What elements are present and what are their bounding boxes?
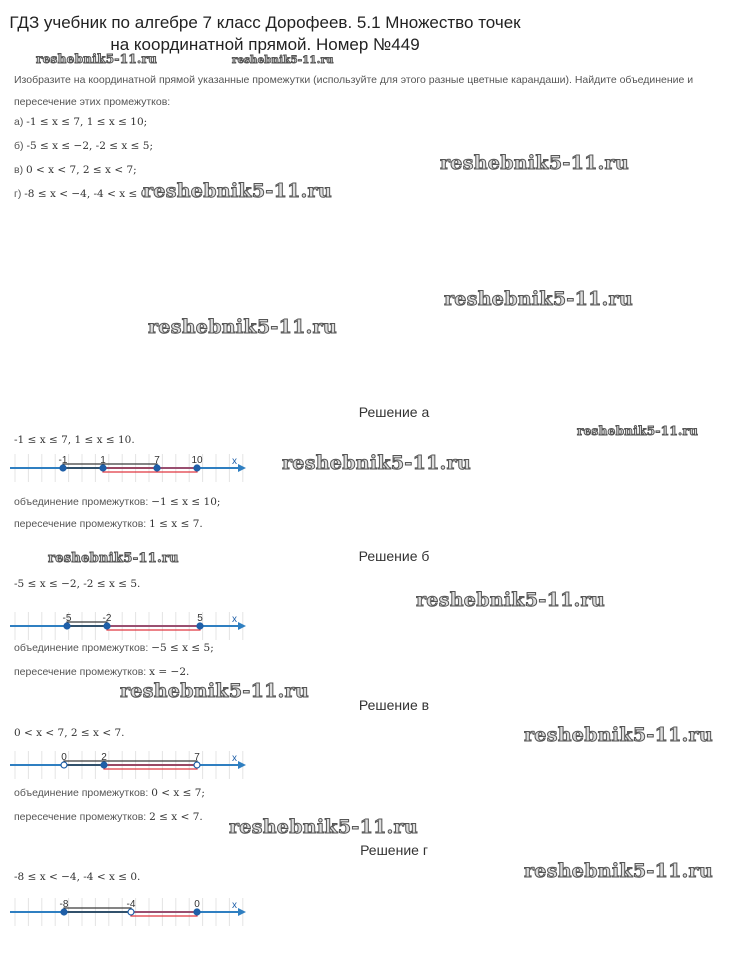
intersection-label: пересечение промежутков: — [14, 811, 147, 823]
task-item-g: г) -8 ≤ x < −4, -4 < x ≤ 0. — [14, 188, 151, 200]
closed-point — [60, 908, 68, 916]
union-value: −5 ≤ x ≤ 5; — [151, 642, 214, 654]
axis-arrow — [238, 464, 246, 472]
watermark: reshebnik5-11.ru — [35, 52, 158, 67]
tick-label: 0 — [61, 752, 67, 763]
closed-point — [99, 464, 107, 472]
solution-b-given: -5 ≤ x ≤ −2, -2 ≤ x ≤ 5. — [14, 578, 141, 590]
number-line-a: x -1 1 7 10 — [10, 454, 246, 482]
closed-point — [153, 464, 161, 472]
union-value: −1 ≤ x ≤ 10; — [151, 496, 221, 508]
tick-label: 10 — [191, 455, 203, 466]
number-line-g: x -8 -4 0 — [10, 898, 246, 926]
solution-v-intersection: пересечение промежутков: 2 ≤ x < 7. — [14, 811, 203, 823]
solution-g-given: -8 ≤ x < −4, -4 < x ≤ 0. — [14, 871, 141, 883]
axis-label: x — [232, 614, 237, 625]
tick-label: 5 — [197, 613, 203, 624]
task-text-1: Изобразите на координатной прямой указан… — [14, 74, 694, 86]
watermark: reshebnik5-11.ru — [524, 724, 714, 747]
item-label: в) — [14, 164, 24, 176]
axis-arrow — [238, 908, 246, 916]
axis-label: x — [232, 900, 237, 911]
watermark: reshebnik5-11.ru — [440, 152, 630, 175]
tick-label: 7 — [194, 752, 200, 763]
number-line-b: x -5 -2 5 — [10, 612, 246, 640]
watermark: reshebnik5-11.ru — [524, 860, 714, 883]
intersection-value: x = −2. — [149, 666, 190, 678]
solution-a-given: -1 ≤ x ≤ 7, 1 ≤ x ≤ 10. — [14, 434, 135, 446]
axis-arrow — [238, 622, 246, 630]
item-label: г) — [14, 188, 22, 200]
solution-a-union: объединение промежутков: −1 ≤ x ≤ 10; — [14, 496, 220, 508]
solution-a-intersection: пересечение промежутков: 1 ≤ x ≤ 7. — [14, 518, 203, 530]
item-label: а) — [14, 116, 24, 128]
item-expr: -1 ≤ x ≤ 7, 1 ≤ x ≤ 10; — [26, 116, 148, 128]
solution-b-intersection: пересечение промежутков: x = −2. — [14, 666, 189, 678]
tick-label: -5 — [63, 613, 72, 624]
watermark: reshebnik5-11.ru — [229, 816, 419, 839]
closed-point — [59, 464, 67, 472]
closed-point — [63, 622, 71, 630]
item-expr: -8 ≤ x < −4, -4 < x ≤ 0. — [24, 188, 151, 200]
interval-1 — [63, 907, 132, 913]
watermark: reshebnik5-11.ru — [143, 180, 333, 203]
tick-label: -8 — [60, 899, 69, 910]
closed-point — [193, 464, 201, 472]
tick-label: -2 — [103, 613, 112, 624]
open-point — [127, 908, 135, 916]
watermark: reshebnik5-11.ru — [282, 452, 472, 475]
task-item-a: а) -1 ≤ x ≤ 7, 1 ≤ x ≤ 10; — [14, 116, 147, 128]
interval-2 — [103, 764, 198, 770]
closed-point — [103, 622, 111, 630]
watermark: reshebnik5-11.ru — [120, 680, 310, 703]
closed-point — [193, 908, 201, 916]
axis-arrow — [238, 761, 246, 769]
axis-label: x — [232, 456, 237, 467]
item-expr: 0 < x < 7, 2 ≤ x < 7; — [26, 164, 137, 176]
open-point — [193, 761, 201, 769]
intersection-value: 1 ≤ x ≤ 7. — [149, 518, 203, 530]
tick-label: 7 — [154, 455, 160, 466]
solution-v-given: 0 < x < 7, 2 ≤ x < 7. — [14, 727, 125, 739]
watermark: reshebnik5-11.ru — [48, 551, 180, 567]
union-label: объединение промежутков: — [14, 642, 149, 654]
intersection-label: пересечение промежутков: — [14, 666, 147, 678]
tick-label: 1 — [100, 455, 106, 466]
watermark: reshebnik5-11.ru — [148, 316, 338, 339]
solution-b-union: объединение промежутков: −5 ≤ x ≤ 5; — [14, 642, 214, 654]
watermark: reshebnik5-11.ru — [576, 424, 699, 439]
intersection-label: пересечение промежутков: — [14, 518, 147, 530]
intersection-value: 2 ≤ x < 7. — [149, 811, 203, 823]
solution-g-heading: Решение г — [360, 842, 428, 858]
interval-1 — [66, 621, 108, 627]
solution-a-heading: Решение а — [358, 404, 430, 420]
task-text-2: пересечение этих промежутков: — [14, 96, 171, 108]
interval-2 — [130, 911, 198, 917]
item-expr: -5 ≤ x ≤ −2, -2 ≤ x ≤ 5; — [26, 140, 154, 152]
task-item-b: б) -5 ≤ x ≤ −2, -2 ≤ x ≤ 5; — [14, 140, 153, 152]
solution-v-heading: Решение в — [358, 697, 430, 713]
tick-label: -1 — [59, 455, 68, 466]
closed-point — [196, 622, 204, 630]
solution-v-union: объединение промежутков: 0 < x ≤ 7; — [14, 787, 205, 799]
tick-label: -4 — [127, 899, 136, 910]
open-point — [60, 761, 68, 769]
closed-point — [100, 761, 108, 769]
union-value: 0 < x ≤ 7; — [151, 787, 205, 799]
solution-b-heading: Решение б — [358, 548, 430, 564]
watermark: reshebnik5-11.ru — [444, 288, 634, 311]
item-label: б) — [14, 140, 24, 152]
union-label: объединение промежутков: — [14, 496, 149, 508]
task-item-v: в) 0 < x < 7, 2 ≤ x < 7; — [14, 164, 137, 176]
union-label: объединение промежутков: — [14, 787, 149, 799]
page-title: ГДЗ учебник по алгебре 7 класс Дорофеев.… — [9, 13, 521, 54]
tick-label: 0 — [194, 899, 200, 910]
watermark: reshebnik5-11.ru — [232, 55, 334, 67]
axis-label: x — [232, 753, 237, 764]
interval-2 — [106, 625, 201, 631]
number-line-v: x 0 2 7 — [10, 751, 246, 779]
tick-label: 2 — [101, 752, 107, 763]
watermark: reshebnik5-11.ru — [416, 589, 606, 612]
